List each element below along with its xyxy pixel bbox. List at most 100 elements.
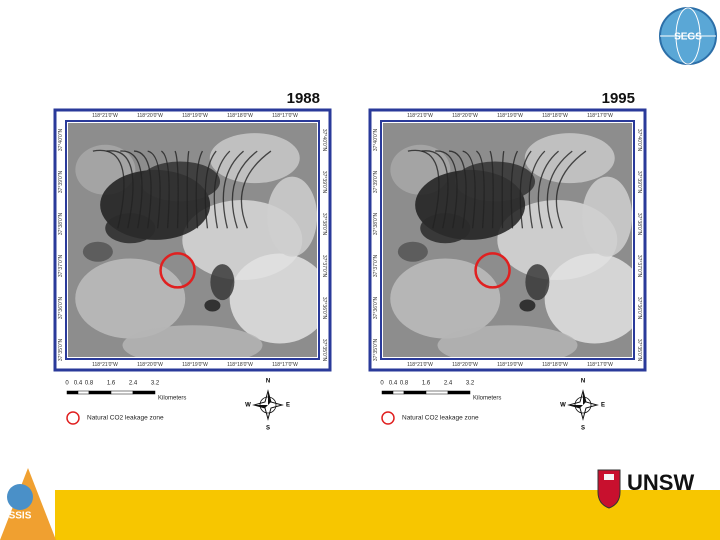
track-line — [133, 150, 152, 229]
unsw-logo: UNSW — [597, 469, 694, 509]
dark-patch — [210, 264, 235, 301]
left-coordinate-label: 37°38'0"N — [58, 212, 64, 235]
leakage-zone-circle — [474, 252, 511, 289]
track-line — [448, 150, 467, 229]
top-coordinate-label: 118°17'0"W — [587, 113, 613, 119]
left-coordinate-label: 37°35'0"N — [373, 338, 379, 361]
right-coordinate-label: 37°35'0"N — [636, 339, 642, 362]
track-line — [92, 149, 125, 229]
bottom-coordinate-label: 118°21'0"W — [407, 362, 433, 368]
crest — [597, 469, 621, 509]
bottom-coordinate-label: 118°19'0"W — [182, 362, 208, 368]
bottom-coordinate-label: 118°20'0"W — [452, 362, 478, 368]
track-line — [462, 150, 476, 229]
track-line — [475, 150, 485, 229]
left-coordinate-label: 37°35'0"N — [58, 338, 64, 361]
track-line — [204, 150, 217, 229]
left-coordinate-label: 37°38'0"N — [373, 212, 379, 235]
top-coordinate-label: 118°18'0"W — [542, 113, 568, 119]
compass-ring — [574, 396, 592, 414]
scale-label: 1.6 — [422, 381, 431, 387]
bottom-coordinate-label: 118°18'0"W — [227, 362, 253, 368]
right-coordinate-label: 37°38'0"N — [636, 213, 642, 236]
track-line — [195, 150, 204, 229]
map-panel: 1995 118°21'0"W 118°20'0"W 118°19'0"W 118°18… — [368, 90, 647, 432]
compass-w: W — [560, 403, 566, 409]
scale-label: 0.8 — [85, 381, 94, 387]
left-coordinate-label: 37°40'0"N — [58, 128, 64, 151]
left-coordinate-label: 37°36'0"N — [58, 296, 64, 319]
map-panel: 1988 118°21'0"W 118°20'0"W 118°19'0"W 118°18… — [53, 90, 332, 432]
segs-logo: SEGS — [659, 7, 717, 65]
map-title: 1988 — [287, 90, 320, 107]
scale-unit: Kilometers — [158, 396, 186, 402]
scale-label: 3.2 — [151, 381, 160, 387]
satellite-image — [68, 123, 317, 357]
legend-symbol — [381, 411, 395, 425]
scale-label: 0.4 — [74, 381, 83, 387]
track-line — [186, 150, 190, 229]
compass-e: E — [286, 403, 290, 409]
left-coordinate-label: 37°37'0"N — [58, 254, 64, 277]
bottom-coordinate-label: 118°17'0"W — [272, 362, 298, 368]
logo-text: SEGS — [674, 32, 702, 43]
bottom-coordinate-label: 118°17'0"W — [587, 362, 613, 368]
track-line — [555, 150, 587, 229]
track-line — [240, 150, 272, 229]
scale-segment — [381, 390, 394, 395]
scale-label: 0.4 — [389, 381, 398, 387]
track-line — [501, 150, 505, 229]
right-coordinate-label: 37°37'0"N — [636, 255, 642, 278]
scale-unit: Kilometers — [473, 396, 501, 402]
track-line — [421, 150, 449, 229]
terrain-patch — [582, 176, 632, 257]
track-line — [528, 150, 546, 229]
map-inner-frame — [380, 120, 635, 360]
right-coordinate-label: 37°39'0"N — [636, 171, 642, 194]
dark-patch — [204, 299, 221, 312]
terrain-patch — [437, 325, 578, 357]
right-coordinate-label: 37°36'0"N — [321, 297, 327, 320]
compass-s: S — [266, 426, 270, 432]
track-line — [407, 149, 440, 229]
scale-segment — [403, 390, 427, 395]
track-line — [120, 150, 143, 229]
compass-n: N — [266, 379, 270, 385]
right-coordinate-label: 37°39'0"N — [321, 171, 327, 194]
left-coordinate-label: 37°40'0"N — [373, 128, 379, 151]
top-coordinate-label: 118°19'0"W — [497, 113, 523, 119]
terrain-patch — [229, 253, 317, 344]
dark-patch — [420, 213, 471, 244]
track-line — [489, 150, 494, 229]
track-line — [213, 150, 231, 229]
crest-book — [604, 474, 614, 480]
terrain-patch — [75, 258, 186, 339]
scale-segment — [77, 390, 90, 395]
left-coordinate-label: 37°39'0"N — [373, 170, 379, 193]
scale-segment — [66, 390, 79, 395]
bottom-coordinate-label: 118°21'0"W — [92, 362, 118, 368]
compass-w: W — [245, 403, 251, 409]
track-line — [231, 150, 258, 229]
compass-rose: N S E W — [560, 379, 605, 432]
top-coordinate-label: 118°21'0"W — [92, 113, 118, 119]
satellite-image — [383, 123, 632, 357]
track-line — [537, 150, 559, 229]
compass-n: N — [581, 379, 585, 385]
top-coordinate-label: 118°19'0"W — [182, 113, 208, 119]
legend-text: Natural CO2 leakage zone — [402, 415, 479, 422]
legend-symbol — [66, 411, 80, 425]
bottom-coordinate-label: 118°18'0"W — [542, 362, 568, 368]
dark-patch — [82, 241, 113, 262]
scale-segment — [132, 390, 156, 395]
compass-rose: N S E W — [245, 379, 290, 432]
leakage-zone-circle — [159, 252, 196, 289]
map-inner-frame — [65, 120, 320, 360]
terrain-patch — [544, 253, 632, 344]
terrain-patch — [122, 325, 263, 357]
track-line — [222, 150, 244, 229]
right-coordinate-label: 37°40'0"N — [636, 129, 642, 152]
dark-patch — [397, 241, 428, 262]
left-coordinate-label: 37°39'0"N — [58, 170, 64, 193]
